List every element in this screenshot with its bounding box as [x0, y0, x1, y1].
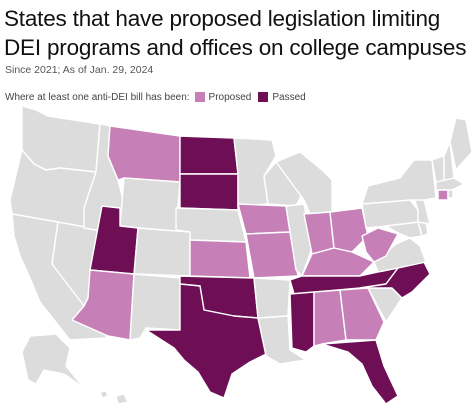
states-layer	[9, 105, 473, 405]
state-co	[133, 227, 191, 277]
state-mt	[107, 125, 181, 183]
state-la	[257, 315, 307, 365]
chart-subtitle: Since 2021; As of Jan. 29, 2024	[5, 64, 154, 76]
state-nc	[359, 261, 431, 299]
state-mi	[275, 151, 333, 219]
state-sd	[179, 173, 239, 211]
state-ks	[189, 239, 251, 279]
state-ar	[253, 277, 291, 319]
state-me	[449, 117, 473, 171]
legend: Where at least one anti-DEI bill has bee…	[5, 90, 308, 104]
state-fl	[321, 339, 399, 405]
state-al	[313, 289, 347, 347]
legend-swatch-proposed	[194, 92, 205, 102]
state-ri	[447, 189, 454, 199]
state-oh	[329, 207, 369, 253]
state-hi	[99, 390, 129, 405]
state-ms	[289, 291, 315, 353]
state-wy	[119, 177, 181, 233]
chart-title: States that have proposed legislation li…	[4, 6, 467, 60]
legend-label-passed: Passed	[272, 91, 306, 103]
state-wv	[361, 227, 399, 263]
state-ny	[361, 159, 437, 205]
legend-label: Where at least one anti-DEI bill has bee…	[5, 91, 190, 103]
legend-label-proposed: Proposed	[208, 91, 252, 103]
state-ia	[237, 203, 291, 235]
us-map	[9, 105, 473, 405]
state-nd	[179, 135, 239, 175]
state-ma	[435, 177, 465, 191]
state-va	[373, 237, 427, 273]
state-ak	[21, 333, 85, 389]
state-wa	[21, 105, 101, 173]
state-tx	[145, 283, 267, 399]
state-mo	[245, 231, 299, 279]
state-ct	[437, 189, 449, 201]
legend-swatch-passed	[258, 92, 269, 102]
